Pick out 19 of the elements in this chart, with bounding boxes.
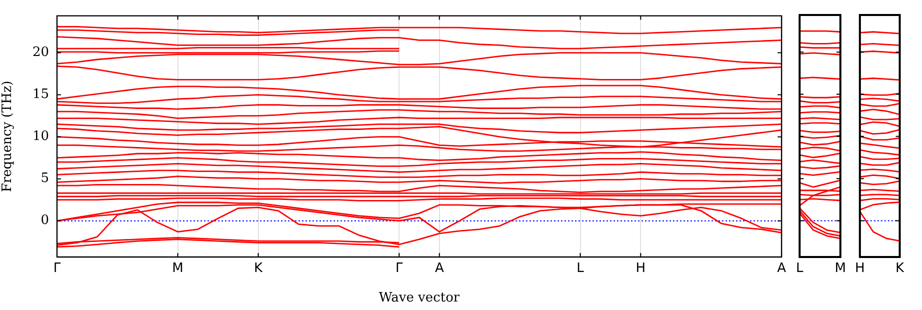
x-tick-label: Γ	[53, 261, 62, 276]
x-axis-title: Wave vector	[378, 290, 460, 306]
x-tick-label: L	[796, 261, 804, 276]
y-axis-title: Frequency (THz)	[0, 80, 16, 192]
x-tick-label: A	[777, 261, 786, 276]
x-tick-label: M	[834, 261, 846, 276]
y-tick-label: 5	[40, 171, 49, 186]
y-tick-label: 15	[32, 87, 49, 102]
x-tick-label: K	[895, 261, 904, 276]
x-tick-label: H	[636, 261, 646, 276]
y-tick-label: 20	[32, 45, 49, 60]
y-tick-label: 0	[40, 213, 49, 228]
y-tick-label: 10	[32, 129, 49, 144]
x-tick-label: A	[434, 261, 444, 276]
x-tick-label: H	[854, 261, 865, 276]
x-tick-label: L	[576, 261, 585, 276]
x-tick-label: M	[172, 261, 184, 276]
x-tick-label: Γ	[396, 261, 404, 276]
x-tick-label: K	[254, 261, 263, 276]
